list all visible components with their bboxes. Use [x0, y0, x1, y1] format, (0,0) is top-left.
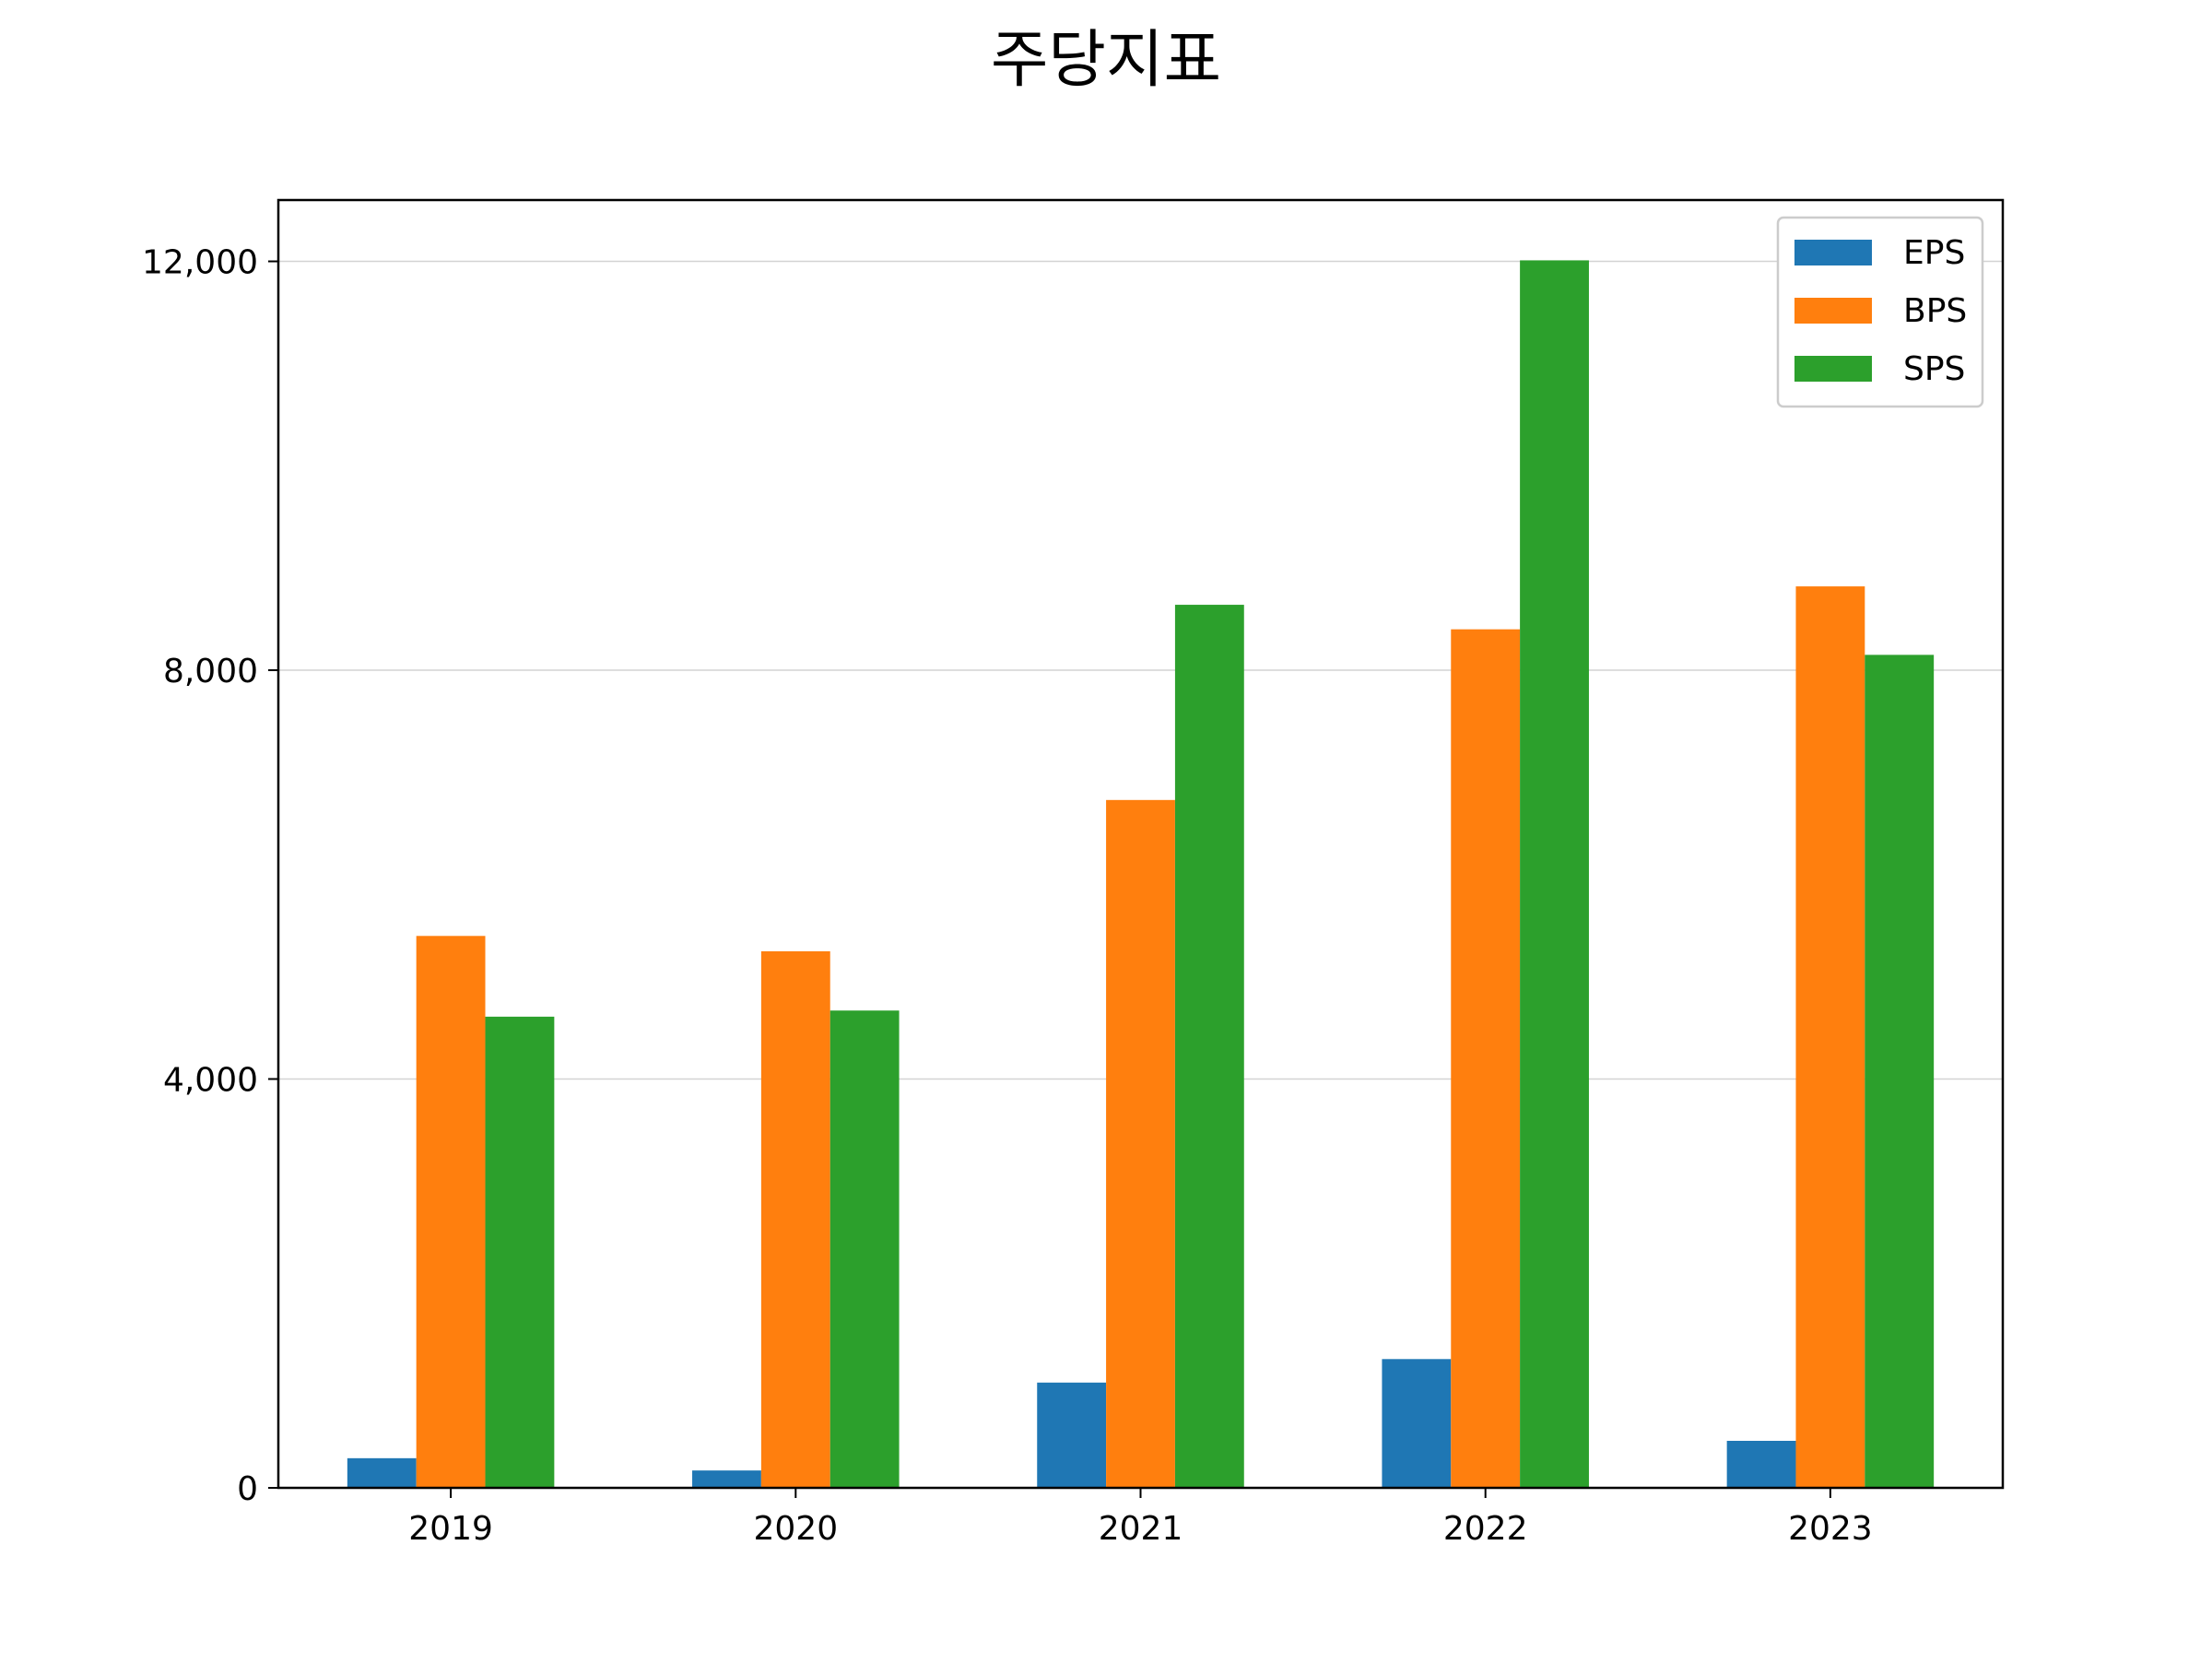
bar-eps-2020: [692, 1470, 761, 1488]
x-tick-label-2022: 2022: [1443, 1510, 1528, 1548]
y-axis: 0 4,000 8,000 12,000: [142, 244, 278, 1508]
bar-bps-2022: [1451, 629, 1521, 1488]
legend: EPS BPS SPS: [1776, 216, 1984, 408]
legend-label-sps: SPS: [1903, 350, 1965, 388]
y-tick-label-2: 8,000: [163, 653, 258, 690]
bar-eps-2019: [347, 1457, 417, 1488]
x-tick-label-2019: 2019: [408, 1510, 493, 1548]
bar-eps-2022: [1382, 1359, 1452, 1488]
y-tick-label-0: 0: [237, 1470, 258, 1508]
bar-eps-2021: [1037, 1382, 1107, 1488]
x-tick-label-2021: 2021: [1099, 1510, 1183, 1548]
legend-swatch-bps: [1794, 298, 1872, 324]
x-tick-label-2023: 2023: [1788, 1510, 1873, 1548]
bar-bps-2020: [760, 950, 830, 1488]
legend-swatch-sps: [1794, 356, 1872, 382]
bar-bps-2019: [416, 936, 486, 1488]
x-tick-label-2020: 2020: [753, 1510, 838, 1548]
legend-label-bps: BPS: [1903, 292, 1967, 330]
chart-title: 주당지표: [991, 24, 1221, 97]
legend-label-eps: EPS: [1903, 234, 1965, 272]
bar-bps-2023: [1795, 586, 1865, 1488]
bar-sps-2022: [1520, 260, 1589, 1489]
bar-sps-2019: [485, 1016, 555, 1488]
bar-sps-2020: [830, 1010, 900, 1488]
legend-swatch-eps: [1794, 240, 1872, 265]
bar-eps-2023: [1726, 1440, 1796, 1488]
bar-sps-2023: [1865, 655, 1935, 1488]
y-tick-label-1: 4,000: [163, 1062, 258, 1100]
bars: [347, 260, 1935, 1489]
x-axis: 2019 2020 2021 2022 2023: [408, 1488, 1873, 1548]
bar-sps-2021: [1174, 605, 1244, 1488]
y-tick-label-3: 12,000: [142, 244, 258, 282]
bar-bps-2021: [1106, 799, 1175, 1488]
